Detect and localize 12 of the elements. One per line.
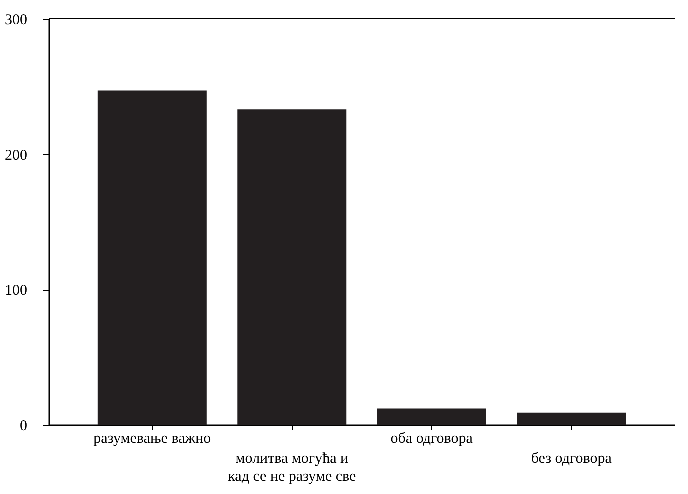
y-tick-label: 300 <box>5 12 28 28</box>
y-tick-label: 0 <box>20 418 28 434</box>
x-tick-label: без одговора <box>531 451 612 467</box>
bar <box>238 110 347 425</box>
y-tick-label: 200 <box>5 148 28 164</box>
bar <box>517 412 626 425</box>
x-tick-label: молитва могућа и кад се не разуме све <box>228 451 356 485</box>
x-tick-label: оба одговора <box>390 431 474 447</box>
y-tick-label: 100 <box>5 283 28 300</box>
x-tick-label: разумевање важно <box>94 431 212 447</box>
bar <box>98 90 207 425</box>
bar <box>377 408 486 425</box>
